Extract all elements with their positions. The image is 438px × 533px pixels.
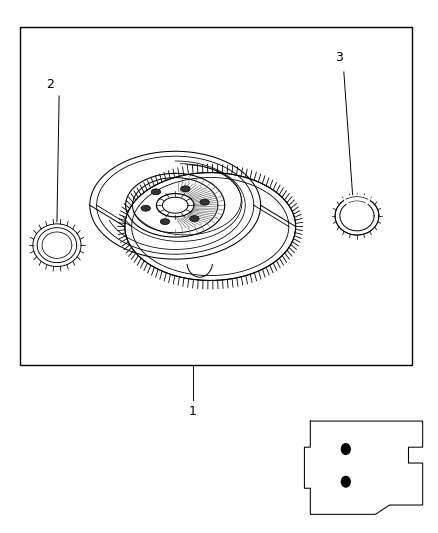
Circle shape [342,477,350,487]
Ellipse shape [141,205,151,211]
Ellipse shape [181,186,190,192]
Ellipse shape [160,219,170,224]
Ellipse shape [151,189,161,195]
Text: 2: 2 [46,78,54,91]
Ellipse shape [200,199,209,205]
Text: 1: 1 [189,405,197,418]
Text: 3: 3 [336,51,343,64]
Bar [20,27,412,365]
Circle shape [342,443,350,454]
Ellipse shape [190,216,199,222]
